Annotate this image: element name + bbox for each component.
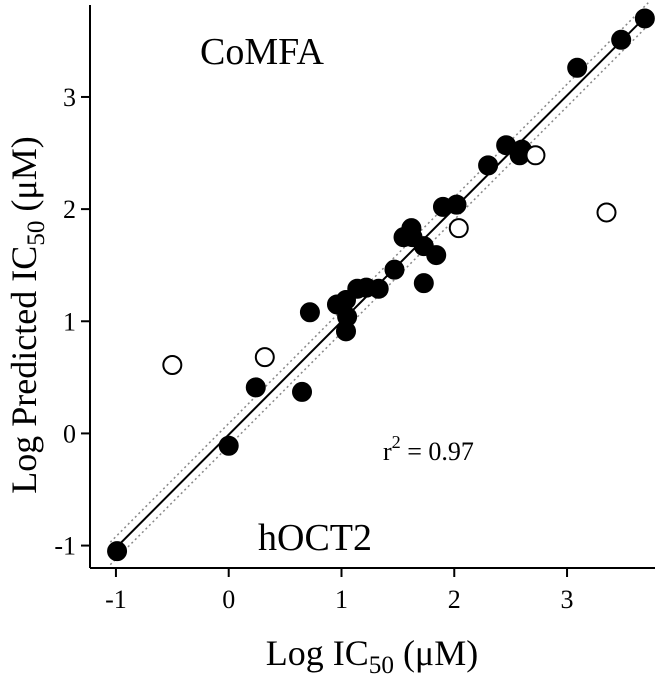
x-axis-label-main: Log IC: [266, 633, 369, 673]
point: [245, 377, 266, 398]
point: [107, 541, 128, 562]
x-axis-label-sub: 50: [369, 652, 394, 677]
point: [335, 321, 356, 342]
point: [292, 381, 313, 402]
point: [611, 29, 632, 50]
point: [368, 278, 389, 299]
y-axis-label-main: Log Predicted IC: [4, 246, 44, 494]
x-tick-label: -1: [105, 585, 127, 614]
y-tick-label: 2: [63, 195, 76, 224]
point: [596, 202, 617, 223]
y-tick-label: 1: [63, 307, 76, 336]
r2-annotation-sup: 2: [392, 432, 401, 452]
x-axis-label-rest: (μM): [394, 633, 478, 673]
point: [299, 302, 320, 323]
x-tick-label: 2: [448, 585, 461, 614]
point: [567, 57, 588, 78]
y-tick-label: 3: [63, 83, 76, 112]
r2-annotation: r2 = 0.97: [383, 432, 474, 466]
point: [162, 355, 183, 376]
point: [448, 218, 469, 239]
x-tick-label: 1: [335, 585, 348, 614]
y-axis-label-sub: 50: [23, 221, 50, 246]
annotation: CoMFA: [200, 31, 324, 73]
y-axis-label: Log Predicted IC50 (μM): [4, 136, 50, 493]
point: [254, 347, 275, 368]
r2-annotation-rest: = 0.97: [401, 437, 474, 466]
point: [413, 273, 434, 294]
point: [525, 145, 546, 166]
y-tick-label: 0: [63, 419, 76, 448]
y-tick-label: -1: [54, 532, 76, 561]
point: [478, 155, 499, 176]
point: [384, 259, 405, 280]
point: [634, 8, 655, 29]
r2-annotation-main: r: [383, 437, 392, 466]
x-tick-label: 3: [561, 585, 574, 614]
x-axis-label: Log IC50 (μM): [266, 633, 478, 677]
annotation: hOCT2: [258, 517, 372, 559]
fit-line: [109, 2, 649, 543]
point: [446, 194, 467, 215]
point: [426, 245, 447, 266]
point: [218, 435, 239, 456]
x-tick-label: 0: [222, 585, 235, 614]
y-axis-label-rest: (μM): [4, 136, 44, 220]
